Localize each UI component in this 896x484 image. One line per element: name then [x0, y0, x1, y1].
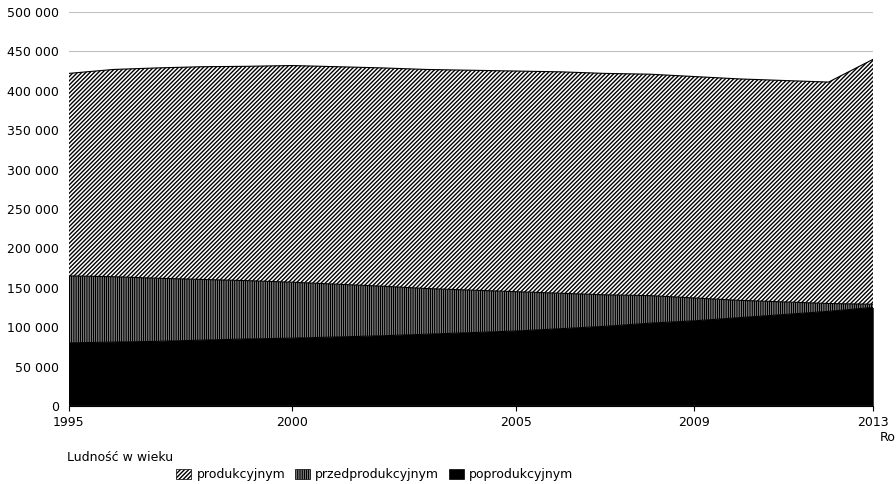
Legend: produkcyjnym, przedprodukcyjnym, poprodukcyjnym: produkcyjnym, przedprodukcyjnym, poprodu… — [171, 463, 579, 484]
Text: Rok: Rok — [880, 431, 896, 444]
Text: Ludność w wieku: Ludność w wieku — [67, 451, 173, 464]
